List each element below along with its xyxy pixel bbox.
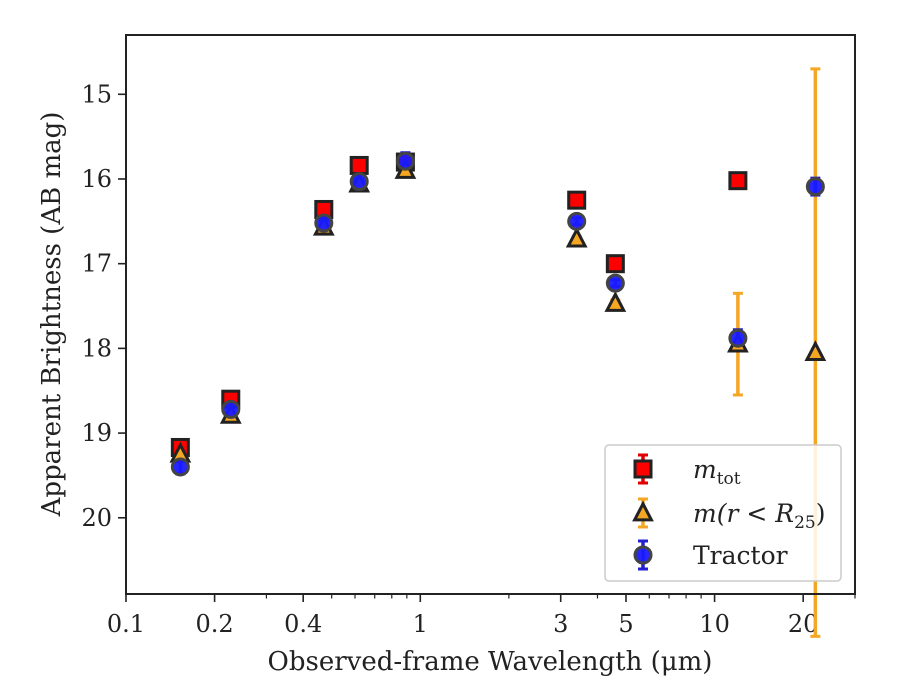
point-tractor [567,211,587,231]
plot-border [125,34,856,595]
legend-label: m(r < R25) [693,499,825,533]
legend-entry-tractor: Tractor [633,539,788,571]
x-tick-label: 0.2 [196,610,234,638]
point-tractor [728,328,748,348]
x-tick-label: 3 [553,610,568,638]
y-tick-label: 19 [81,419,112,447]
point-tractor [805,177,825,197]
legend-label: Tractor [693,541,788,570]
x-tick-label: 5 [618,610,633,638]
legend-entry-mtot: mtot [633,453,741,489]
x-axis-label: Observed-frame Wavelength (μm) [268,647,713,677]
x-tick-label: 0.4 [284,610,322,638]
y-tick-label: 17 [81,250,112,278]
point-mtot [567,190,587,210]
point-m-r-lt-r25 [604,291,627,312]
y-tick-label: 15 [81,80,112,108]
axis-tick-labels: 0.1 0.2 0.4 1 3 5 10 20 15 16 17 18 19 20 [81,80,818,638]
point-m-r-lt-r25 [565,226,588,248]
point-tractor [170,457,190,477]
y-tick-label: 18 [81,334,112,362]
legend-box [604,444,842,582]
legend-marker [632,500,654,522]
x-tick-label: 1 [413,610,428,638]
data-series [169,67,827,638]
point-mtot [728,171,748,191]
legend-entry-m-r-lt-r25: m(r < R25) [632,497,825,533]
legend-label: mtot [693,455,741,489]
y-tick-label: 20 [81,504,112,532]
x-tick-label: 10 [699,610,730,638]
x-tick-label: 20 [788,610,819,638]
y-tick-label: 16 [81,165,112,193]
point-tractor [395,151,415,171]
point-mtot [605,254,625,274]
legend: mtot m(r < R25) Tractor [604,444,842,582]
series-tractor [170,151,825,477]
plot-frame [125,34,856,595]
point-tractor [349,172,369,192]
point-tractor [221,399,241,419]
x-tick-label: 0.1 [107,610,145,638]
legend-marker [633,459,653,479]
legend-marker [633,545,653,565]
point-tractor [314,213,334,233]
point-m-r-lt-r25 [804,340,827,362]
point-mtot [349,155,369,175]
point-tractor [605,273,625,293]
y-axis-label: Apparent Brightness (AB mag) [37,112,67,518]
